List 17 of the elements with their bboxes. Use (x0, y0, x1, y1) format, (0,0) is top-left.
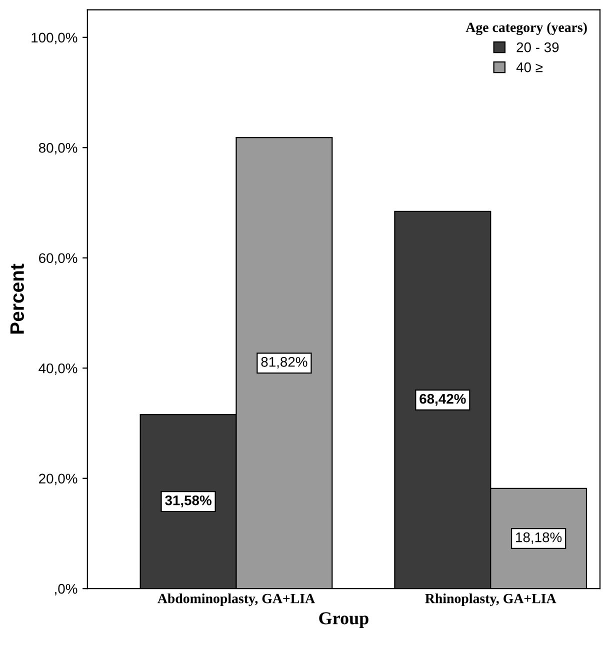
y-tick-label: 60,0% (39, 253, 78, 265)
data-label: 18,18% (516, 532, 562, 544)
data-label: 81,82% (261, 356, 308, 368)
y-tick-label: 80,0% (38, 142, 78, 154)
legend-label: 20 - 39 (516, 42, 559, 52)
legend-title: Age category (years) (466, 22, 587, 36)
y-tick-label: ,0% (55, 584, 78, 596)
y-tick-label: 100,0% (32, 32, 78, 44)
data-label: 68,42% (420, 394, 466, 406)
legend-label: 40 ≥ (516, 62, 543, 72)
y-axis-title: Percent (10, 264, 24, 334)
y-tick-label: 20,0% (39, 474, 78, 486)
data-label: 31,58% (165, 495, 212, 508)
x-tick-label: Rhinoplasty, GA+LIA (425, 593, 556, 606)
y-tick-label: 40,0% (38, 363, 78, 375)
x-axis-title: Group (319, 612, 368, 628)
x-tick-label: Abdominoplasty, GA+LIA (158, 593, 315, 606)
